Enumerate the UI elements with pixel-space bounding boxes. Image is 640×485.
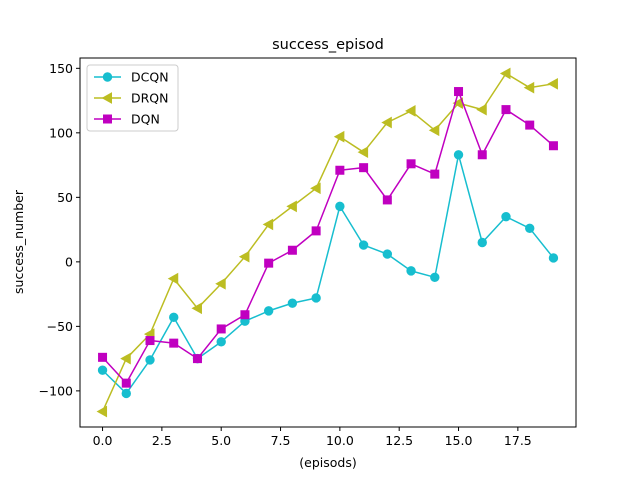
- data-point-dqn: [240, 310, 250, 320]
- data-point-drqn: [405, 105, 416, 117]
- legend-marker: [101, 92, 112, 104]
- x-tick-label: 5.0: [211, 433, 231, 448]
- data-point-dqn: [98, 352, 108, 362]
- y-tick-label: −50: [47, 319, 73, 334]
- data-point-drqn: [476, 103, 487, 116]
- y-tick-label: 100: [49, 125, 73, 140]
- chart-title: success_episod: [272, 37, 384, 53]
- data-point-drqn: [310, 182, 321, 195]
- y-tick-label: 0: [65, 254, 73, 269]
- data-point-dcqn: [335, 201, 345, 212]
- data-point-drqn: [120, 352, 131, 365]
- data-point-dcqn: [501, 211, 511, 222]
- data-point-dqn: [406, 159, 416, 169]
- data-point-dcqn: [145, 355, 155, 365]
- data-point-dqn: [287, 245, 297, 255]
- y-tick-label: −100: [39, 383, 73, 398]
- data-point-drqn: [191, 302, 202, 315]
- x-tick-label: 15.0: [445, 433, 473, 448]
- x-tick-label: 2.5: [152, 433, 172, 448]
- data-point-dqn: [454, 87, 464, 97]
- legend-label: DCQN: [131, 70, 169, 85]
- data-point-dcqn: [121, 388, 131, 399]
- legend: DCQN DRQN DQN: [86, 64, 179, 132]
- data-point-dqn: [145, 336, 155, 346]
- data-point-drqn: [333, 130, 345, 143]
- data-point-dqn: [121, 378, 131, 388]
- data-point-dcqn: [477, 237, 487, 248]
- data-point-dcqn: [311, 293, 321, 303]
- data-point-dcqn: [263, 306, 274, 316]
- series-dqn: [98, 87, 558, 388]
- data-point-drqn: [357, 146, 369, 159]
- plot-area: [96, 67, 559, 418]
- data-point-dcqn: [453, 150, 464, 160]
- data-point-drqn: [167, 272, 179, 285]
- data-point-dqn: [264, 258, 274, 268]
- data-point-drqn: [262, 218, 274, 231]
- x-tick-label: 12.5: [385, 433, 413, 448]
- y-axis-title: success_number: [11, 189, 26, 294]
- data-point-dqn: [548, 141, 558, 151]
- series-drqn: [96, 67, 558, 418]
- data-point-dcqn: [548, 253, 559, 263]
- data-point-drqn: [523, 81, 535, 94]
- legend-label: DRQN: [131, 91, 169, 106]
- series-line-dcqn: [102, 154, 555, 395]
- data-point-dqn: [335, 165, 345, 175]
- data-point-drqn: [547, 77, 558, 90]
- y-tick-label: 150: [49, 61, 73, 76]
- data-point-drqn: [381, 116, 392, 129]
- data-point-drqn: [428, 124, 440, 137]
- x-tick-label: 10.0: [326, 433, 354, 448]
- series-dcqn: [97, 150, 559, 399]
- data-point-dqn: [192, 354, 202, 364]
- data-point-dcqn: [169, 312, 179, 323]
- data-point-dqn: [169, 338, 179, 348]
- data-point-dcqn: [406, 266, 416, 276]
- data-point-drqn: [238, 250, 250, 263]
- data-point-dqn: [501, 105, 511, 115]
- data-point-dqn: [477, 150, 487, 160]
- data-point-dcqn: [216, 337, 226, 347]
- x-tick-label: 17.5: [504, 433, 532, 448]
- data-point-drqn: [499, 67, 511, 80]
- y-tick-label: 50: [57, 190, 73, 205]
- x-tick-label: 7.5: [271, 433, 291, 448]
- legend-marker: [103, 114, 112, 124]
- legend-entry-dcqn: DCQN: [94, 70, 169, 85]
- x-axis-title: (episods): [299, 455, 356, 470]
- data-point-dcqn: [358, 240, 369, 250]
- data-point-dcqn: [287, 298, 298, 308]
- x-tick-label: 0.0: [93, 433, 113, 448]
- data-point-drqn: [215, 277, 226, 290]
- data-point-dqn: [359, 163, 369, 173]
- data-point-dqn: [430, 169, 440, 179]
- data-point-dqn: [311, 226, 321, 236]
- data-point-drqn: [96, 405, 108, 418]
- plot-frame: [79, 57, 577, 428]
- data-point-dqn: [216, 324, 226, 334]
- data-point-dcqn: [430, 272, 440, 283]
- data-point-dcqn: [382, 249, 393, 259]
- legend-entry-dqn: DQN: [94, 112, 160, 127]
- data-point-dcqn: [525, 223, 535, 234]
- axes: 0.0 2.5 5.0 7.5 10.0 12.5 15.0 17.5 −100 −50 0 50 10…: [39, 57, 577, 448]
- legend-label: DQN: [131, 112, 160, 127]
- data-point-dcqn: [97, 365, 108, 375]
- data-point-drqn: [286, 200, 297, 213]
- legend-entry-drqn: DRQN: [94, 91, 169, 106]
- legend-marker: [102, 72, 113, 82]
- data-point-dqn: [525, 120, 535, 130]
- data-point-dqn: [382, 195, 392, 205]
